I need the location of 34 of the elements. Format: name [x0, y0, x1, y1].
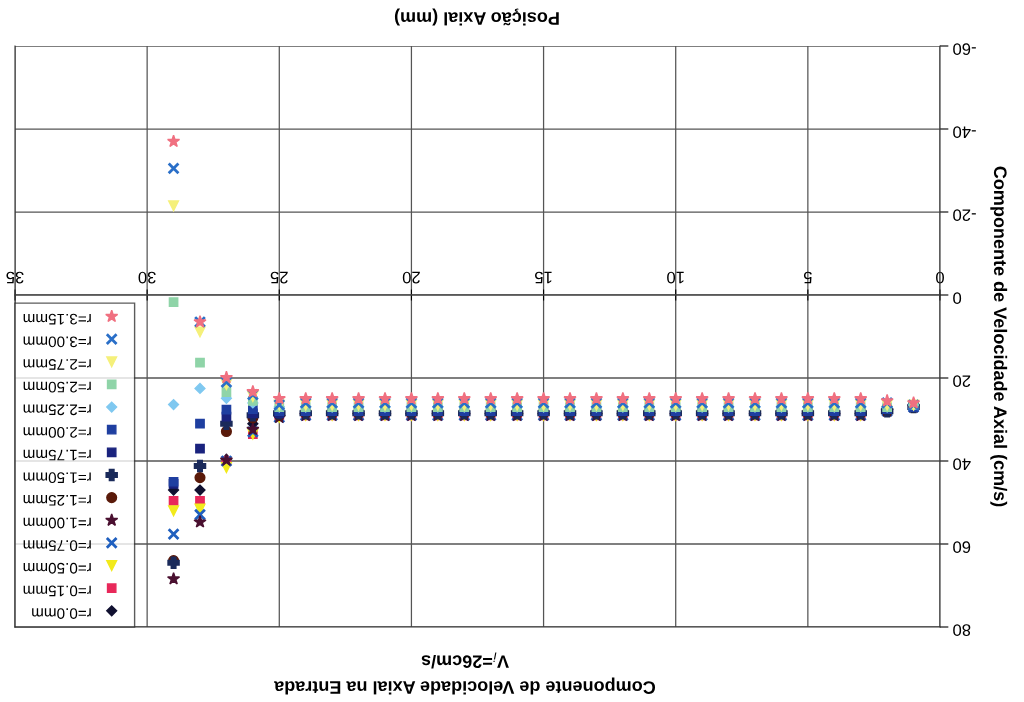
x-tick-label: 20	[402, 271, 420, 284]
legend-label: r=0.50mm	[23, 562, 91, 574]
x-tick-label: 15	[535, 271, 552, 284]
y-tick-label: 20	[953, 375, 971, 388]
x-tick-label: 0	[936, 271, 944, 284]
legend-label: r=1.25mm	[23, 494, 91, 506]
legend-label: r=0.0mm	[32, 608, 91, 619]
legend-label: r=2.75mm	[23, 359, 91, 370]
text: Componente de Velocidade Axial na Entrada	[274, 677, 656, 695]
x-tick-label: 25	[270, 271, 288, 284]
legend-label: r=2.00mm	[23, 426, 91, 438]
y-axis-title: Componente de Velocidade Axial (cm/s)	[990, 166, 1008, 507]
legend-label: r=1.00mm	[23, 517, 91, 529]
legend-label: r=0.15mm	[23, 585, 91, 597]
y-tick-label: 60	[953, 541, 971, 554]
legend-label: r=1.50mm	[23, 472, 91, 484]
x-tick-label: 5	[803, 271, 812, 284]
y-tick-label: -60	[953, 43, 976, 56]
y-tick-label: -40	[953, 126, 976, 139]
x-tick-label: 35	[6, 271, 24, 284]
x-tick-label: 30	[138, 271, 156, 284]
legend-label: r=2.25mm	[23, 404, 91, 416]
text: V$_{i}$=26cm/s	[421, 652, 509, 669]
y-tick-label: 0	[953, 292, 962, 305]
legend-label: r=1.75mm	[23, 449, 91, 461]
y-tick-label: -20	[953, 209, 976, 222]
x-axis-title: Posição Axial (mm)	[394, 8, 559, 26]
legend-label: r=2.50mm	[23, 381, 91, 393]
legend-label: r=0.75mm	[23, 540, 91, 552]
legend-label: r=3.15mm	[23, 313, 91, 325]
y-tick-label: 40	[953, 458, 971, 471]
y-tick-label: 80	[953, 624, 971, 637]
legend-label: r=3.00mm	[23, 336, 91, 348]
x-tick-label: 10	[667, 271, 684, 284]
